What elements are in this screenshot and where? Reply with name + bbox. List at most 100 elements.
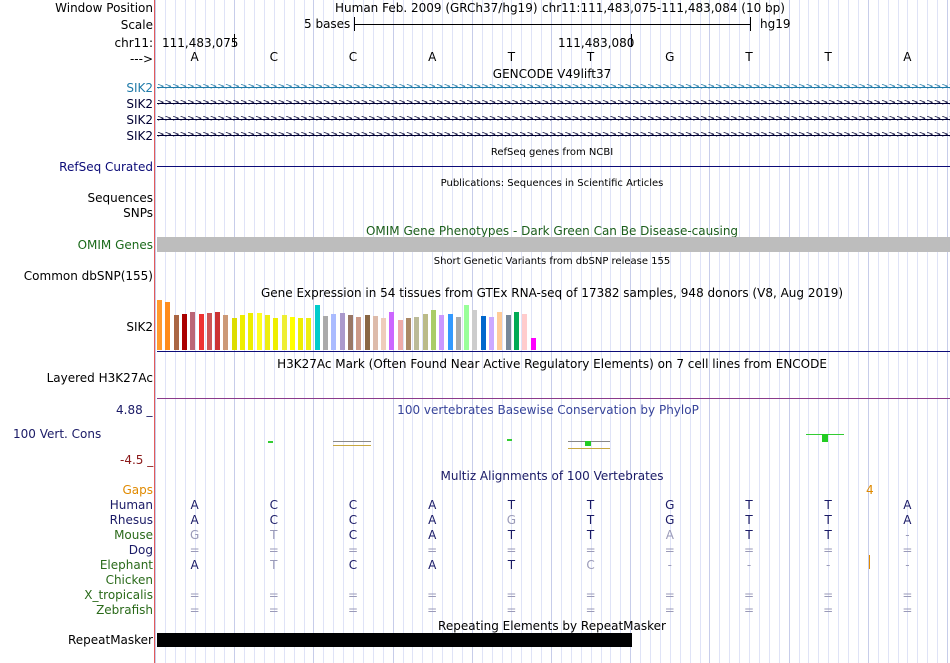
gridline [937,0,939,663]
dbsnp-label[interactable]: Common dbSNP(155) [23,269,153,283]
gtex-tissue-bar[interactable] [198,314,204,350]
gencode-transcript-label[interactable]: SIK2 [126,81,153,95]
omim-label[interactable]: OMIM Genes [77,238,153,252]
gtex-tissue-bar[interactable] [339,313,345,350]
gtex-tissue-bar[interactable] [464,305,470,350]
species-label[interactable]: Dog [128,543,153,557]
gencode-transcript-strand[interactable]: >>>>>>>>>>>>>>>>>>>>>>>>>>>>>>>>>>>>>>>>… [157,132,950,140]
gtex-tissue-bar[interactable] [513,312,519,350]
gtex-tissue-bar[interactable] [289,317,295,350]
species-label[interactable]: X_tropicalis [84,588,153,602]
gtex-tissue-bar[interactable] [240,315,245,350]
alignment-base: A [190,498,199,512]
gtex-tissue-bar[interactable] [190,312,196,350]
gtex-tissue-bar[interactable] [165,302,171,350]
refseq-line[interactable] [157,166,950,167]
gtex-tissue-bar[interactable] [223,315,229,350]
alignment-base: T [270,558,278,572]
publications-snps-label[interactable]: SNPs [123,206,153,220]
gridline [758,0,760,663]
gtex-tissue-bar[interactable] [439,315,445,350]
h3k27ac-label[interactable]: Layered H3K27Ac [46,371,153,385]
position-label[interactable]: chr11:111,483,075-111,483,084 (10 bp) [542,1,785,15]
gtex-tissue-bar[interactable] [489,317,494,350]
gtex-tissue-bar[interactable] [281,315,287,350]
gtex-tissue-bar[interactable] [372,316,378,350]
gridline [511,0,513,663]
gencode-title[interactable]: GENCODE V49lift37 [492,67,612,81]
gtex-tissue-bar[interactable] [430,310,436,350]
species-label[interactable]: Rhesus [109,513,153,527]
gtex-tissue-bar[interactable] [356,317,362,350]
gtex-tissue-bar[interactable] [314,305,320,350]
gencode-transcript-label[interactable]: SIK2 [126,129,153,143]
alignment-base: A [428,528,437,542]
gtex-tissue-bar[interactable] [397,320,403,350]
gtex-tissue-bar[interactable] [389,312,395,350]
gencode-transcript-strand[interactable]: >>>>>>>>>>>>>>>>>>>>>>>>>>>>>>>>>>>>>>>>… [157,100,950,108]
gtex-tissue-bar[interactable] [306,318,312,350]
gtex-tissue-bar[interactable] [231,318,237,350]
species-label[interactable]: Mouse [114,528,153,542]
gtex-tissue-bar[interactable] [298,318,304,350]
gtex-tissue-bar[interactable] [173,315,179,350]
gencode-transcript-strand[interactable]: >>>>>>>>>>>>>>>>>>>>>>>>>>>>>>>>>>>>>>>>… [157,84,950,92]
gtex-tissue-bar[interactable] [455,317,461,350]
gtex-tissue-bar[interactable] [157,300,162,350]
base-letter: C [348,50,358,64]
species-label[interactable]: Chicken [105,573,153,587]
gridline [214,0,216,663]
gridline [204,0,206,663]
gtex-tissue-bar[interactable] [206,313,212,350]
species-label[interactable]: Elephant [99,558,153,572]
gtex-tissue-bar[interactable] [248,313,254,350]
alignment-base: - [905,558,910,572]
alignment-base: T [745,498,753,512]
gridline [551,0,552,663]
refseq-label[interactable]: RefSeq Curated [59,160,153,174]
gtex-tissue-bar[interactable] [264,315,270,350]
gtex-tissue-bar[interactable] [497,312,503,350]
gridline [155,0,156,663]
gtex-tissue-bar[interactable] [505,315,511,350]
gtex-label[interactable]: SIK2 [126,320,153,334]
gtex-tissue-bar[interactable] [422,314,428,350]
strand-arrows-icon: >>>>>>>>>>>>>>>>>>>>>>>>>>>>>>>>>>>>>>>>… [157,116,950,124]
gtex-tissue-bar[interactable] [256,313,262,350]
gtex-tissue-bar[interactable] [331,314,337,350]
gtex-tissue-bar[interactable] [472,310,478,350]
gridline [877,0,879,663]
gencode-transcript-label[interactable]: SIK2 [126,113,153,127]
gridline [699,0,701,663]
gaps-label[interactable]: Gaps [122,483,153,497]
alignment-base: G [189,528,200,542]
gtex-tissue-bar[interactable] [522,314,528,350]
gencode-transcript-strand[interactable]: >>>>>>>>>>>>>>>>>>>>>>>>>>>>>>>>>>>>>>>>… [157,116,950,124]
gtex-tissue-bar[interactable] [406,318,411,350]
gtex-tissue-bar[interactable] [323,316,328,350]
alignment-base: T [507,498,516,512]
gencode-transcript-label[interactable]: SIK2 [126,97,153,111]
phylop-label[interactable]: 100 Vert. Cons [13,427,102,441]
gtex-tissue-bar[interactable] [273,318,279,350]
gtex-tissue-bar[interactable] [364,315,370,350]
gridline [739,0,741,663]
species-label[interactable]: Zebrafish [96,603,153,617]
gtex-tissue-bar[interactable] [447,314,453,350]
repeatmasker-element[interactable] [157,633,632,647]
gtex-tissue-bar[interactable] [480,316,486,350]
alignment-base: A [190,558,199,572]
multiz-title: Multiz Alignments of 100 Vertebrates [440,469,664,483]
gridline [857,0,859,663]
gtex-tissue-bar[interactable] [381,318,387,350]
gridline [749,0,750,663]
omim-gene-bar[interactable] [157,237,950,252]
gtex-tissue-bar[interactable] [181,314,187,350]
publications-sequences-label[interactable]: Sequences [87,191,153,205]
gtex-tissue-bar[interactable] [530,338,536,350]
repeatmasker-label[interactable]: RepeatMasker [67,633,153,647]
gtex-tissue-bar[interactable] [215,312,221,350]
gtex-tissue-bar[interactable] [414,317,420,350]
species-label[interactable]: Human [109,498,153,512]
gtex-tissue-bar[interactable] [347,315,353,350]
